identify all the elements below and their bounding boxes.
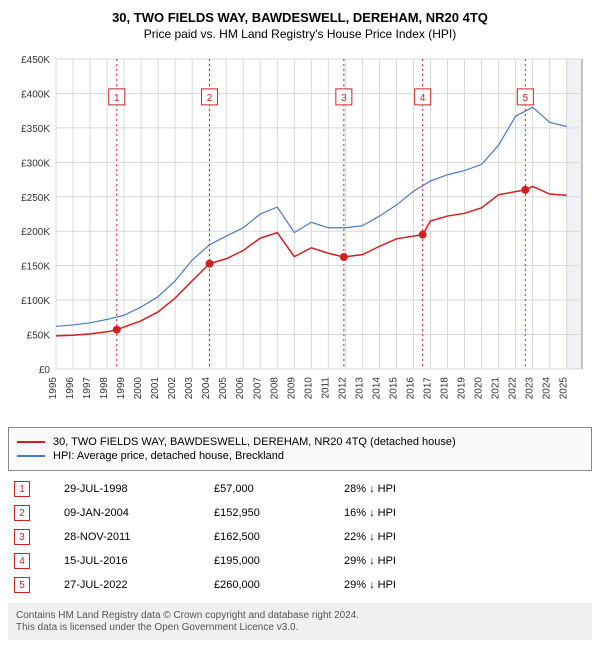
svg-text:£50K: £50K (27, 331, 51, 342)
table-row: 5 27-JUL-2022£260,00029% ↓ HPI (8, 573, 592, 597)
txn-marker-icon: 4 (14, 553, 30, 569)
txn-marker-icon: 1 (14, 481, 30, 497)
table-row: 4 15-JUL-2016£195,00029% ↓ HPI (8, 549, 592, 573)
page-title: 30, TWO FIELDS WAY, BAWDESWELL, DEREHAM,… (8, 10, 592, 25)
svg-text:2006: 2006 (235, 377, 246, 400)
svg-text:2008: 2008 (269, 377, 280, 400)
svg-text:2010: 2010 (303, 377, 314, 400)
table-row: 1 29-JUL-1998£57,00028% ↓ HPI (8, 477, 592, 501)
footer-line: This data is licensed under the Open Gov… (16, 622, 584, 633)
txn-delta: 22% ↓ HPI (338, 525, 592, 549)
page-subtitle: Price paid vs. HM Land Registry's House … (8, 27, 592, 41)
txn-date: 15-JUL-2016 (58, 549, 208, 573)
svg-text:2013: 2013 (354, 377, 365, 400)
txn-delta: 29% ↓ HPI (338, 573, 592, 597)
svg-text:£450K: £450K (21, 55, 50, 66)
legend: 30, TWO FIELDS WAY, BAWDESWELL, DEREHAM,… (8, 427, 592, 471)
table-row: 2 09-JAN-2004£152,95016% ↓ HPI (8, 501, 592, 525)
txn-delta: 16% ↓ HPI (338, 501, 592, 525)
txn-price: £162,500 (208, 525, 338, 549)
txn-price: £57,000 (208, 477, 338, 501)
svg-text:5: 5 (523, 93, 529, 104)
svg-text:£300K: £300K (21, 158, 50, 169)
svg-text:£100K: £100K (21, 296, 50, 307)
legend-item: HPI: Average price, detached house, Brec… (17, 450, 583, 462)
txn-price: £152,950 (208, 501, 338, 525)
svg-text:£400K: £400K (21, 89, 50, 100)
svg-text:1995: 1995 (48, 377, 59, 400)
legend-label: HPI: Average price, detached house, Brec… (53, 450, 284, 462)
svg-text:2000: 2000 (133, 377, 144, 400)
svg-text:3: 3 (341, 93, 347, 104)
svg-text:2009: 2009 (286, 377, 297, 400)
svg-text:2020: 2020 (474, 377, 485, 400)
transaction-table: 1 29-JUL-1998£57,00028% ↓ HPI 2 09-JAN-2004… (8, 477, 592, 597)
footer-line: Contains HM Land Registry data © Crown c… (16, 610, 584, 621)
svg-text:£150K: £150K (21, 262, 50, 273)
svg-text:1998: 1998 (99, 377, 110, 400)
txn-price: £260,000 (208, 573, 338, 597)
svg-text:£0: £0 (39, 365, 51, 376)
svg-text:1996: 1996 (65, 377, 76, 400)
svg-text:1999: 1999 (116, 377, 127, 400)
svg-text:2003: 2003 (184, 377, 195, 400)
legend-swatch (17, 455, 45, 457)
svg-text:2007: 2007 (252, 377, 263, 400)
txn-date: 09-JAN-2004 (58, 501, 208, 525)
legend-label: 30, TWO FIELDS WAY, BAWDESWELL, DEREHAM,… (53, 436, 456, 448)
svg-text:1: 1 (114, 93, 120, 104)
svg-text:2014: 2014 (371, 377, 382, 400)
svg-text:2012: 2012 (337, 377, 348, 400)
txn-marker-icon: 2 (14, 505, 30, 521)
svg-text:2015: 2015 (388, 377, 399, 400)
txn-marker-icon: 5 (14, 577, 30, 593)
txn-price: £195,000 (208, 549, 338, 573)
txn-date: 28-NOV-2011 (58, 525, 208, 549)
svg-text:2022: 2022 (508, 377, 519, 400)
legend-swatch (17, 441, 45, 443)
svg-text:2024: 2024 (542, 377, 553, 400)
legend-item: 30, TWO FIELDS WAY, BAWDESWELL, DEREHAM,… (17, 436, 583, 448)
svg-text:2021: 2021 (491, 377, 502, 400)
svg-text:2018: 2018 (440, 377, 451, 400)
price-chart: £0 £50K £100K £150K £200K £250K £300K £350K £400… (8, 49, 592, 419)
svg-text:4: 4 (420, 93, 426, 104)
svg-text:£200K: £200K (21, 227, 50, 238)
svg-text:2004: 2004 (201, 377, 212, 400)
table-row: 3 28-NOV-2011£162,50022% ↓ HPI (8, 525, 592, 549)
svg-text:2017: 2017 (422, 377, 433, 400)
svg-text:2002: 2002 (167, 377, 178, 400)
svg-text:£350K: £350K (21, 124, 50, 135)
svg-text:2023: 2023 (525, 377, 536, 400)
svg-text:2: 2 (207, 93, 213, 104)
txn-date: 27-JUL-2022 (58, 573, 208, 597)
txn-delta: 28% ↓ HPI (338, 477, 592, 501)
footer-attribution: Contains HM Land Registry data © Crown c… (8, 603, 592, 640)
svg-text:2011: 2011 (320, 377, 331, 399)
svg-text:1997: 1997 (82, 377, 93, 400)
svg-text:2025: 2025 (559, 377, 570, 400)
txn-date: 29-JUL-1998 (58, 477, 208, 501)
txn-delta: 29% ↓ HPI (338, 549, 592, 573)
svg-text:2016: 2016 (405, 377, 416, 400)
svg-text:2019: 2019 (457, 377, 468, 400)
svg-text:2001: 2001 (150, 377, 161, 400)
svg-text:£250K: £250K (21, 193, 50, 204)
svg-text:2005: 2005 (218, 377, 229, 400)
txn-marker-icon: 3 (14, 529, 30, 545)
